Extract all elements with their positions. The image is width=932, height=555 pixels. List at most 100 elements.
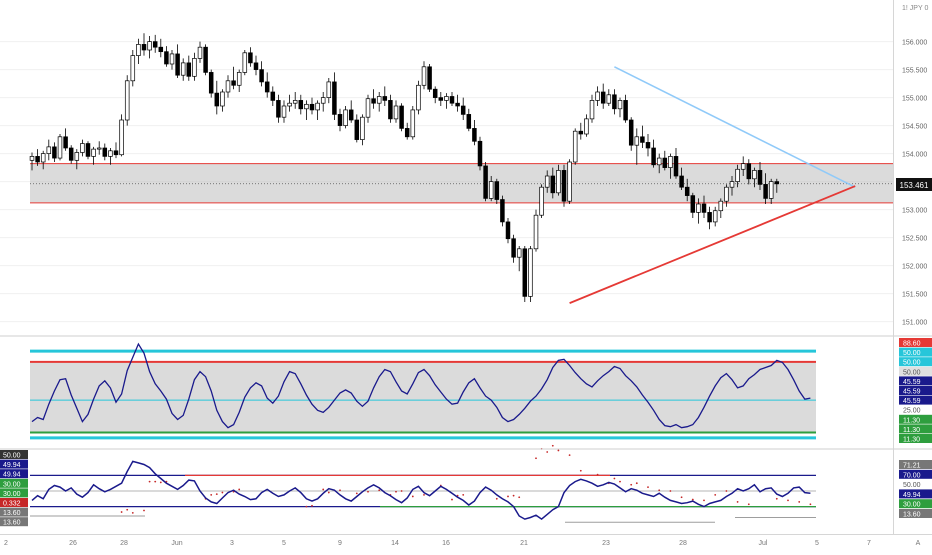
candle[interactable] — [623, 94, 628, 123]
candle[interactable] — [68, 145, 74, 164]
candle[interactable] — [192, 52, 197, 81]
candle[interactable] — [584, 114, 589, 137]
candle[interactable] — [108, 148, 113, 165]
candle[interactable] — [220, 89, 225, 112]
descending-trendline[interactable] — [614, 66, 856, 188]
candle[interactable] — [746, 159, 752, 185]
candle[interactable] — [180, 58, 186, 81]
candle[interactable] — [281, 100, 287, 123]
candle[interactable] — [376, 92, 382, 112]
candle[interactable] — [253, 55, 259, 76]
candle[interactable] — [662, 150, 668, 171]
candle[interactable] — [606, 89, 612, 106]
candle[interactable] — [516, 246, 522, 272]
rsi-line[interactable] — [31, 342, 811, 429]
candle[interactable] — [309, 97, 315, 115]
candle[interactable] — [320, 92, 326, 112]
candle[interactable] — [556, 164, 561, 196]
candle[interactable] — [466, 108, 472, 132]
candle[interactable] — [29, 152, 35, 171]
candle[interactable] — [332, 72, 337, 120]
candle[interactable] — [707, 206, 712, 230]
candle[interactable] — [360, 114, 365, 146]
candle[interactable] — [40, 150, 46, 170]
candle[interactable] — [427, 64, 432, 92]
candle[interactable] — [371, 89, 376, 109]
ascending-trendline[interactable] — [569, 185, 856, 304]
candle[interactable] — [634, 128, 640, 165]
candle[interactable] — [270, 86, 276, 106]
candle[interactable] — [567, 159, 572, 204]
osc-line[interactable] — [31, 460, 811, 521]
candle[interactable] — [735, 164, 740, 188]
candle[interactable] — [696, 198, 701, 224]
candle[interactable] — [203, 44, 208, 76]
candle[interactable] — [91, 146, 96, 165]
candle[interactable] — [690, 192, 696, 218]
candle[interactable] — [119, 114, 124, 157]
candle[interactable] — [208, 69, 214, 98]
candle[interactable] — [640, 125, 645, 148]
candle[interactable] — [242, 50, 248, 76]
candle[interactable] — [365, 94, 371, 123]
candle[interactable] — [63, 128, 68, 151]
candle[interactable] — [225, 75, 231, 98]
candle[interactable] — [236, 69, 242, 92]
candle[interactable] — [315, 100, 320, 120]
candle[interactable] — [348, 100, 354, 123]
oscillator-axis[interactable]: 71.21 70.00 50.00 49.94 30.00 13.60 — [899, 460, 932, 519]
candle[interactable] — [673, 148, 679, 179]
candle[interactable] — [404, 122, 410, 140]
rsi-pane[interactable] — [30, 342, 816, 440]
candle[interactable] — [276, 94, 281, 123]
candle[interactable] — [304, 100, 309, 120]
candle[interactable] — [152, 34, 158, 53]
candle[interactable] — [130, 50, 136, 87]
candle[interactable] — [113, 142, 119, 159]
candle[interactable] — [337, 108, 343, 132]
candle[interactable] — [343, 106, 348, 129]
candle[interactable] — [432, 86, 438, 104]
candle[interactable] — [561, 164, 567, 207]
candle[interactable] — [522, 246, 528, 302]
candle[interactable] — [774, 178, 780, 193]
candle[interactable] — [740, 156, 746, 176]
candle[interactable] — [572, 128, 578, 165]
candle[interactable] — [35, 149, 40, 166]
candle[interactable] — [259, 61, 264, 87]
candle[interactable] — [539, 184, 544, 218]
candle[interactable] — [382, 86, 388, 106]
candle[interactable] — [511, 234, 516, 263]
candle[interactable] — [595, 86, 600, 106]
candle[interactable] — [656, 153, 662, 174]
candle[interactable] — [399, 103, 404, 132]
candle[interactable] — [768, 178, 774, 204]
candle[interactable] — [668, 153, 673, 179]
candle[interactable] — [197, 41, 203, 63]
candle[interactable] — [724, 184, 729, 207]
candle[interactable] — [298, 94, 304, 115]
candle[interactable] — [544, 170, 550, 193]
candle[interactable] — [46, 139, 52, 161]
candle[interactable] — [628, 117, 634, 151]
candle[interactable] — [326, 78, 332, 104]
price-candles[interactable] — [29, 33, 780, 302]
candle[interactable] — [494, 178, 500, 204]
candle[interactable] — [416, 80, 421, 115]
candle[interactable] — [96, 141, 102, 155]
candle[interactable] — [460, 97, 466, 120]
candle[interactable] — [651, 139, 656, 168]
candle[interactable] — [393, 100, 399, 123]
oscillator-pane[interactable] — [30, 444, 816, 523]
candle[interactable] — [410, 106, 416, 140]
candle[interactable] — [124, 75, 130, 126]
candle[interactable] — [701, 195, 707, 218]
candle[interactable] — [718, 198, 724, 218]
candle[interactable] — [147, 36, 152, 59]
candle[interactable] — [354, 114, 360, 143]
candle[interactable] — [444, 93, 449, 109]
trendlines[interactable] — [569, 66, 856, 304]
candle[interactable] — [528, 246, 533, 302]
candle[interactable] — [600, 83, 606, 109]
